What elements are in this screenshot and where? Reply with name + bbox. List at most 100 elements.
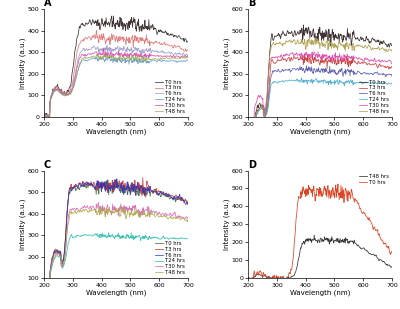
T0 hrs [250, 136, 255, 140]
T0 hrs [186, 199, 191, 203]
T48 hrs [248, 278, 253, 281]
Line: T3 hrs: T3 hrs [248, 54, 393, 139]
T3 hrs [122, 184, 126, 188]
T6 hrs [156, 50, 161, 54]
T30 hrs [186, 55, 191, 59]
T30 hrs [153, 54, 158, 58]
T6 hrs [122, 191, 127, 194]
T24 hrs [186, 58, 191, 61]
T0 hrs [291, 35, 296, 38]
T30 hrs [45, 114, 50, 117]
T0 hrs [357, 206, 362, 210]
T3 hrs [326, 58, 331, 62]
T0 hrs [42, 113, 46, 117]
T24 hrs [47, 297, 52, 301]
T3 hrs [140, 176, 145, 180]
T3 hrs [94, 29, 99, 32]
T30 hrs [360, 58, 365, 61]
T30 hrs [158, 212, 162, 216]
T0 hrs [87, 182, 92, 186]
T3 hrs [153, 40, 158, 44]
T0 hrs [277, 278, 282, 282]
T0 hrs [360, 212, 365, 215]
T24 hrs [391, 81, 396, 85]
T3 hrs [87, 35, 92, 39]
T30 hrs [156, 54, 161, 58]
T24 hrs [156, 237, 161, 241]
T6 hrs [326, 72, 331, 75]
T24 hrs [360, 82, 365, 86]
T30 hrs [153, 211, 158, 214]
T6 hrs [45, 114, 50, 118]
T6 hrs [391, 73, 396, 77]
T30 hrs [122, 51, 127, 54]
T0 hrs [249, 276, 254, 280]
Y-axis label: Intensity (a.u.): Intensity (a.u.) [224, 37, 230, 89]
Line: T0 hrs: T0 hrs [44, 179, 189, 299]
T6 hrs [87, 182, 92, 186]
T30 hrs [158, 54, 162, 58]
T24 hrs [153, 235, 158, 239]
T0 hrs [362, 39, 367, 43]
T3 hrs [46, 116, 50, 120]
T48 hrs [158, 58, 162, 61]
T24 hrs [45, 297, 50, 300]
Line: T0 hrs: T0 hrs [44, 16, 189, 119]
T30 hrs [101, 47, 106, 50]
T3 hrs [42, 116, 46, 119]
T6 hrs [249, 137, 254, 140]
T3 hrs [291, 55, 296, 59]
T0 hrs [122, 183, 127, 187]
T48 hrs [360, 46, 365, 49]
T30 hrs [326, 56, 331, 59]
T48 hrs [249, 136, 254, 139]
T48 hrs [391, 265, 396, 269]
T48 hrs [362, 45, 367, 49]
T3 hrs [302, 52, 307, 56]
Line: T6 hrs: T6 hrs [44, 45, 189, 117]
T48 hrs [291, 274, 296, 278]
T6 hrs [360, 72, 365, 76]
T24 hrs [87, 233, 92, 237]
Line: T6 hrs: T6 hrs [44, 179, 189, 300]
T0 hrs [156, 29, 161, 33]
Line: T3 hrs: T3 hrs [44, 178, 189, 299]
T3 hrs [45, 294, 50, 298]
T48 hrs [360, 246, 365, 250]
Line: T24 hrs: T24 hrs [248, 78, 393, 138]
T6 hrs [42, 296, 46, 299]
Line: T24 hrs: T24 hrs [44, 57, 189, 117]
X-axis label: Wavelength (nm): Wavelength (nm) [290, 289, 350, 296]
T3 hrs [158, 43, 162, 46]
T24 hrs [291, 79, 296, 83]
Legend: T0 hrs, T3 hrs, T6 hrs, T24 hrs, T30 hrs, T48 hrs: T0 hrs, T3 hrs, T6 hrs, T24 hrs, T30 hrs… [155, 79, 185, 114]
T24 hrs [122, 58, 127, 62]
T3 hrs [156, 189, 160, 193]
T6 hrs [246, 137, 250, 140]
Text: D: D [248, 160, 256, 170]
T24 hrs [156, 59, 161, 62]
T30 hrs [156, 212, 161, 216]
Legend: T0 hrs, T3 hrs, T6 hrs, T24 hrs, T30 hrs, T48 hrs: T0 hrs, T3 hrs, T6 hrs, T24 hrs, T30 hrs… [155, 240, 185, 275]
T3 hrs [186, 196, 191, 199]
T6 hrs [186, 200, 191, 204]
T48 hrs [95, 52, 100, 55]
T48 hrs [391, 51, 396, 55]
T0 hrs [357, 39, 362, 43]
T3 hrs [122, 38, 127, 42]
T30 hrs [246, 136, 250, 140]
T0 hrs [87, 19, 92, 23]
T48 hrs [45, 114, 50, 117]
T48 hrs [158, 214, 162, 218]
T48 hrs [357, 43, 362, 47]
T24 hrs [42, 295, 46, 299]
T30 hrs [87, 206, 92, 210]
T0 hrs [156, 193, 161, 197]
T0 hrs [45, 295, 50, 299]
Line: T48 hrs: T48 hrs [44, 53, 189, 116]
X-axis label: Wavelength (nm): Wavelength (nm) [86, 289, 146, 296]
T0 hrs [111, 14, 116, 18]
T30 hrs [47, 115, 52, 119]
T48 hrs [246, 136, 251, 140]
T0 hrs [326, 27, 331, 31]
